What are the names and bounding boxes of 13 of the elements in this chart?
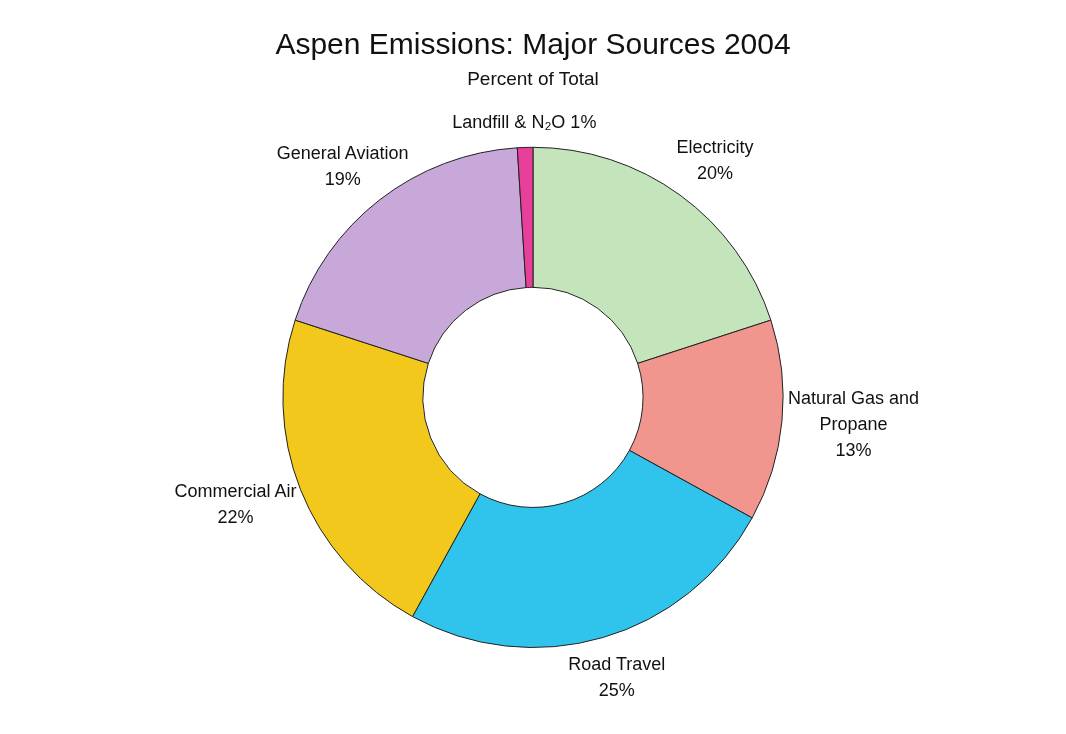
slice-label: Electricity	[676, 137, 754, 158]
data-label: 22%	[217, 506, 254, 527]
slice-label: General Aviation	[276, 142, 409, 163]
chart-title: Aspen Emissions: Major Sources 2004	[275, 27, 791, 61]
slice-label: Landfill & N₂O 1%	[452, 112, 597, 133]
slice-label: Road Travel	[568, 653, 666, 674]
data-label: 25%	[598, 679, 635, 700]
data-label: 19%	[324, 168, 361, 189]
slice-label: Natural Gas and Propane	[788, 387, 920, 434]
data-label: 13%	[835, 439, 872, 460]
chart-subtitle: Percent of Total	[467, 67, 599, 89]
data-label: 20%	[697, 163, 734, 184]
slice-label: Commercial Air	[174, 480, 297, 501]
